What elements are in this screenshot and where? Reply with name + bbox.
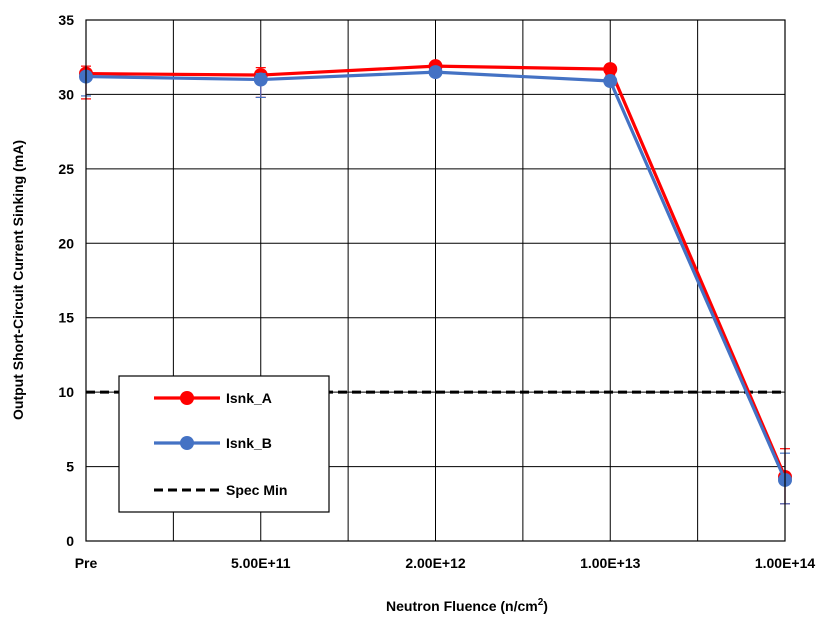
legend-label-isnk-b: Isnk_B (226, 435, 272, 451)
x-tick-label: 2.00E+12 (405, 555, 466, 571)
x-axis-ticks: Pre 5.00E+11 2.00E+12 1.00E+13 1.00E+14 (75, 555, 816, 571)
legend-item-spec-min: Spec Min (154, 482, 287, 498)
legend-item-isnk-b: Isnk_B (154, 435, 272, 451)
y-tick-label: 35 (58, 12, 74, 28)
y-tick-label: 20 (58, 235, 74, 251)
legend-item-isnk-a: Isnk_A (154, 390, 272, 406)
x-axis-title-main: Neutron Fluence (n/cm (386, 598, 538, 614)
y-tick-label: 10 (58, 384, 74, 400)
data-point-isnk-b (603, 74, 618, 89)
x-tick-label: 1.00E+14 (755, 555, 816, 571)
x-axis-title-superscript: 2 (538, 597, 544, 608)
legend: Isnk_A Isnk_B Spec Min (118, 375, 330, 513)
grid (85, 19, 786, 542)
x-tick-label: Pre (75, 555, 98, 571)
y-tick-label: 25 (58, 161, 74, 177)
legend-label-spec-min: Spec Min (226, 482, 287, 498)
y-axis-ticks: 0 5 10 15 20 25 30 35 (58, 12, 74, 549)
x-tick-label: 1.00E+13 (580, 555, 641, 571)
y-tick-label: 0 (66, 533, 74, 549)
legend-label-isnk-a: Isnk_A (226, 390, 272, 406)
data-point-isnk-a (603, 62, 618, 77)
series-layer (79, 59, 792, 505)
x-axis-title: Neutron Fluence (n/cm2) (386, 597, 548, 614)
y-tick-label: 5 (66, 459, 74, 475)
plot-area-border (85, 19, 786, 542)
legend-marker-isnk-a (180, 391, 194, 405)
y-tick-label: 30 (58, 86, 74, 102)
y-tick-label: 15 (58, 310, 74, 326)
data-point-isnk-b (428, 65, 443, 80)
x-axis-title-suffix: ) (543, 598, 548, 614)
x-tick-label: 5.00E+11 (231, 555, 291, 571)
legend-marker-isnk-b (180, 436, 194, 450)
y-axis-title: Output Short-Circuit Current Sinking (mA… (10, 140, 26, 420)
legend-box (118, 375, 330, 513)
data-point-isnk-b (253, 72, 268, 87)
